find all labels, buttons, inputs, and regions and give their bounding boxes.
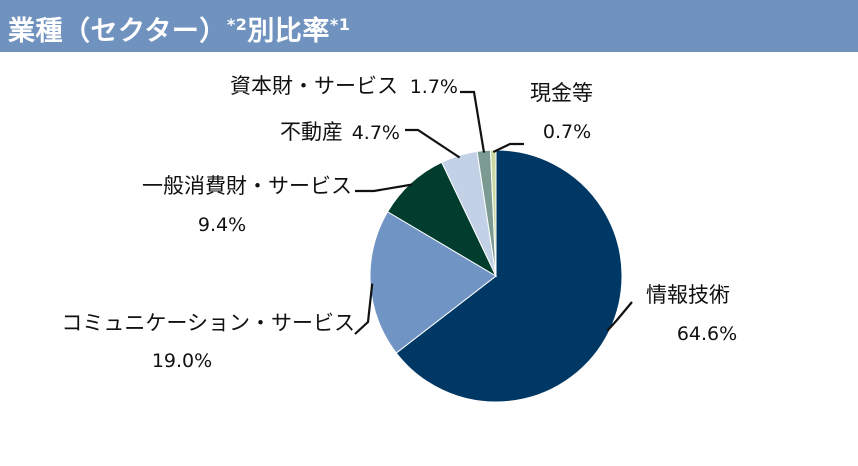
- slice-value-real-estate: 4.7%: [352, 122, 400, 144]
- slice-label-industrials: 資本財・サービス: [230, 74, 398, 98]
- slice-label-communication: コミュニケーション・サービス: [61, 311, 355, 335]
- chart-title: 業種（セクター）*2別比率*1: [8, 7, 350, 50]
- title-main: 業種（セクター）: [8, 16, 227, 47]
- pie-slices: [369, 149, 623, 403]
- slice-value-industrials: 1.7%: [410, 76, 458, 98]
- slice-value-info-tech: 64.6%: [677, 323, 737, 345]
- slice-label-real-estate: 不動産: [280, 120, 343, 144]
- slice-communication: [369, 211, 497, 354]
- leader-line-industrials: [460, 90, 486, 153]
- title-footnote-2: *2: [226, 15, 248, 34]
- slice-value-cash: 0.7%: [543, 121, 591, 143]
- leader-line-real-estate: [405, 128, 461, 159]
- slice-value-communication: 19.0%: [152, 350, 212, 372]
- title-middle: 別比率: [247, 16, 330, 47]
- title-bar: 業種（セクター）*2別比率*1: [0, 0, 858, 52]
- leader-line-communication: [354, 283, 374, 335]
- leader-line-cash: [492, 142, 524, 153]
- slice-label-info-tech: 情報技術: [646, 283, 730, 307]
- slice-label-cash: 現金等: [530, 81, 593, 105]
- leader-line-consumer-discretionary: [355, 183, 413, 193]
- slice-value-consumer-discretionary: 9.4%: [198, 214, 246, 236]
- slice-label-consumer-discretionary: 一般消費財・サービス: [142, 174, 352, 198]
- title-footnote-1: *1: [329, 15, 351, 34]
- leader-line-info-tech: [606, 301, 633, 332]
- slice-info-tech: [395, 149, 623, 403]
- leader-lines: [354, 90, 633, 335]
